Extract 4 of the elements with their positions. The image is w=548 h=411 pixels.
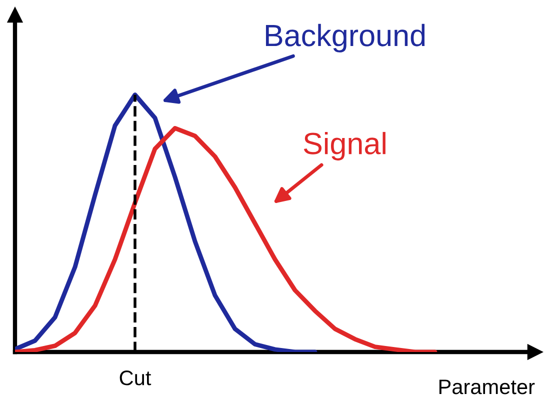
x-axis-title: Parameter [439, 380, 535, 394]
text: Signal [304, 132, 386, 160]
text: Cut [120, 370, 152, 386]
text: Background [266, 24, 425, 52]
